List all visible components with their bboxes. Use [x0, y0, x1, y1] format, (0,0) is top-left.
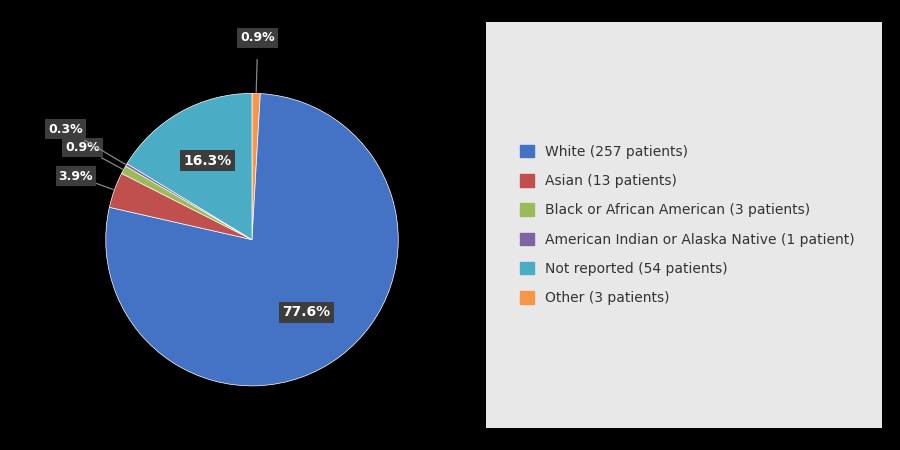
Legend: White (257 patients), Asian (13 patients), Black or African American (3 patients: White (257 patients), Asian (13 patients…: [508, 134, 866, 316]
Wedge shape: [106, 94, 399, 386]
Wedge shape: [110, 173, 252, 239]
Wedge shape: [122, 166, 252, 239]
Wedge shape: [127, 94, 252, 239]
Text: 0.9%: 0.9%: [65, 141, 100, 154]
Wedge shape: [252, 94, 260, 239]
Text: 3.9%: 3.9%: [58, 170, 94, 183]
Text: 77.6%: 77.6%: [283, 305, 330, 319]
Text: 0.3%: 0.3%: [49, 122, 83, 135]
Text: 16.3%: 16.3%: [184, 153, 231, 167]
Wedge shape: [126, 164, 252, 239]
Text: 0.9%: 0.9%: [240, 32, 275, 45]
